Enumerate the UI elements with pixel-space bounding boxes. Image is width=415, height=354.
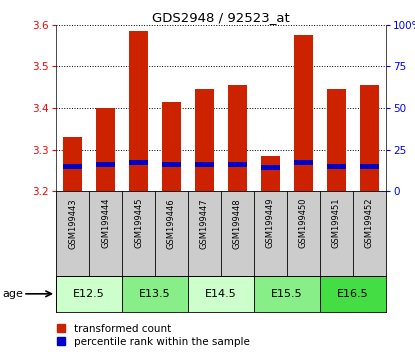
Text: GSM199449: GSM199449 [266,198,275,249]
Text: E15.5: E15.5 [271,289,303,299]
Bar [294,160,312,165]
Bar [360,85,378,191]
Text: GSM199447: GSM199447 [200,198,209,249]
Bar [162,162,181,167]
Text: GSM199451: GSM199451 [332,198,341,249]
Bar [261,165,280,170]
Bar [360,164,378,169]
Bar [327,89,346,191]
Text: GSM199443: GSM199443 [68,198,77,249]
Bar [320,276,386,312]
Text: E12.5: E12.5 [73,289,105,299]
Bar [129,31,148,191]
Bar [228,85,247,191]
Bar [96,108,115,191]
Text: GSM199448: GSM199448 [233,198,242,249]
Bar [261,156,280,191]
Text: age: age [2,289,23,299]
Bar [129,160,148,165]
Bar [96,162,115,167]
Bar [63,137,82,191]
Text: E14.5: E14.5 [205,289,237,299]
Bar [195,89,214,191]
Bar [122,276,188,312]
Bar [327,164,346,169]
Bar [63,164,82,169]
Bar [56,276,122,312]
Text: GSM199452: GSM199452 [365,198,374,249]
Bar [254,276,320,312]
Bar [188,276,254,312]
Title: GDS2948 / 92523_at: GDS2948 / 92523_at [152,11,290,24]
Bar [294,35,312,191]
Text: GSM199444: GSM199444 [101,198,110,249]
Bar [228,162,247,167]
Text: GSM199450: GSM199450 [299,198,308,249]
Bar [162,102,181,191]
Text: GSM199445: GSM199445 [134,198,143,249]
Text: E16.5: E16.5 [337,289,369,299]
Bar [195,162,214,167]
Text: GSM199446: GSM199446 [167,198,176,249]
Legend: transformed count, percentile rank within the sample: transformed count, percentile rank withi… [57,324,250,347]
Text: E13.5: E13.5 [139,289,171,299]
